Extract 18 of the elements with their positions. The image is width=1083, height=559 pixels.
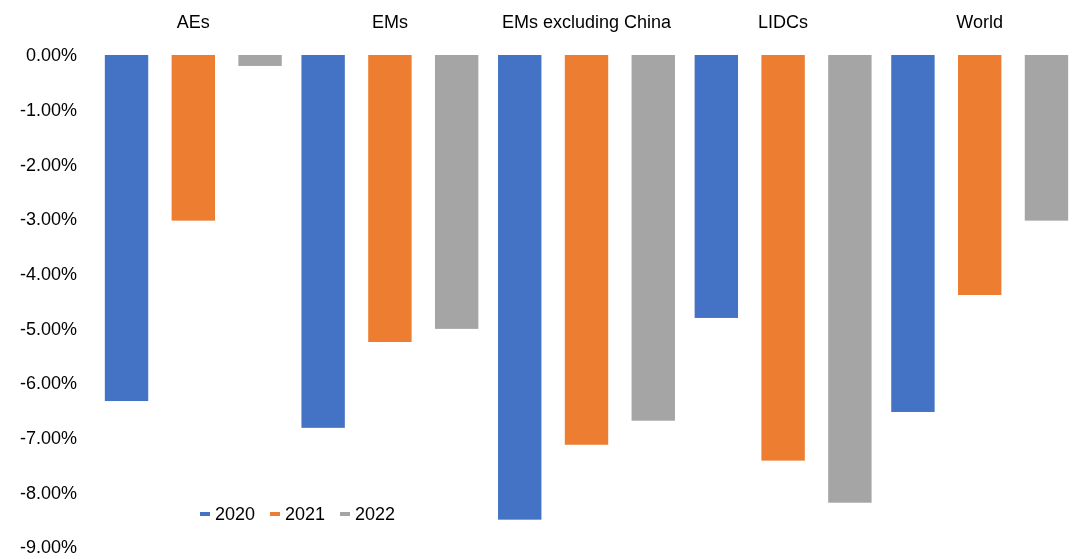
y-tick-label: -5.00% <box>19 318 77 339</box>
y-tick-label: -6.00% <box>19 373 77 394</box>
y-tick-label: -9.00% <box>19 537 77 558</box>
y-tick-label: 0.00% <box>25 45 77 66</box>
x-tick-label: EMs excluding China <box>501 12 673 32</box>
legend-label: 2020 <box>215 504 256 525</box>
y-tick-label: -8.00% <box>19 482 77 503</box>
legend-label: 2022 <box>355 504 396 525</box>
y-tick-label: -7.00% <box>19 427 77 448</box>
legend-label: 2021 <box>285 504 326 525</box>
y-tick-label: -1.00% <box>19 99 77 120</box>
y-tick-label: -4.00% <box>19 263 77 284</box>
y-tick-label: -3.00% <box>19 209 77 230</box>
x-tick-label: World <box>956 12 1004 32</box>
x-tick-label: EMs <box>371 12 408 32</box>
x-tick-label: AEs <box>176 12 210 32</box>
x-tick-label: LIDCs <box>758 12 809 32</box>
y-tick-label: -2.00% <box>19 154 77 175</box>
